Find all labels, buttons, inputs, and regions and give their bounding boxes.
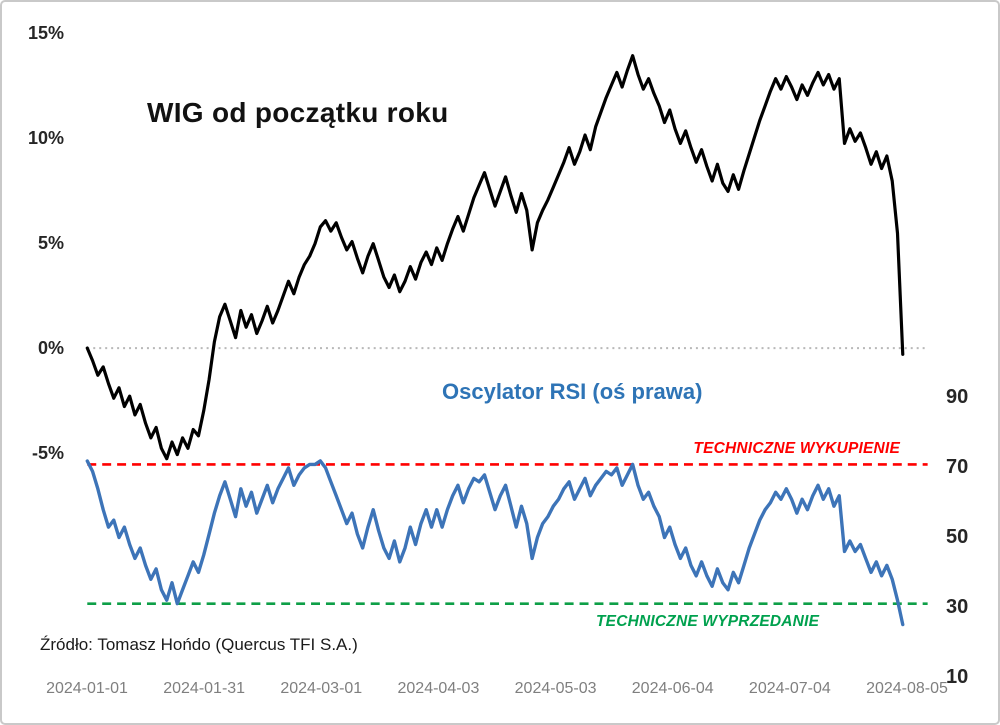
rsi-line [85,459,905,627]
left-axis-tick: 15% [27,23,64,43]
x-axis-tick: 2024-05-03 [514,680,597,697]
x-axis-tick: 2024-01-01 [46,680,128,697]
right-axis-tick: 50 [946,526,969,548]
rsi-series-label: Oscylator RSI (oś prawa) [442,379,703,404]
right-axis-tick: 10 [946,666,969,688]
x-axis-tick: 2024-08-05 [866,680,948,697]
left-axis-tick: 0% [37,338,64,358]
left-axis-tick: 5% [37,233,64,253]
overbought-label: TECHNICZNE WYKUPIENIE [693,440,900,457]
x-axis-tick: 2024-06-04 [631,680,714,697]
chart-title: WIG od początku roku [147,97,449,128]
oversold-label: TECHNICZNE WYPRZEDANIE [596,613,820,630]
right-axis-tick: 90 [946,386,969,408]
right-axis-tick: 30 [946,596,969,618]
x-axis-tick: 2024-01-31 [163,680,246,697]
right-axis-tick: 70 [946,456,969,478]
x-axis-tick: 2024-03-01 [280,680,363,697]
left-axis-tick: 10% [27,128,64,148]
source-credit: Źródło: Tomasz Hońdo (Quercus TFI S.A.) [40,635,358,654]
left-axis-tick: -5% [31,443,64,463]
wig-line [85,54,905,461]
x-axis-tick: 2024-07-04 [748,680,831,697]
x-axis-tick: 2024-04-03 [397,680,480,697]
